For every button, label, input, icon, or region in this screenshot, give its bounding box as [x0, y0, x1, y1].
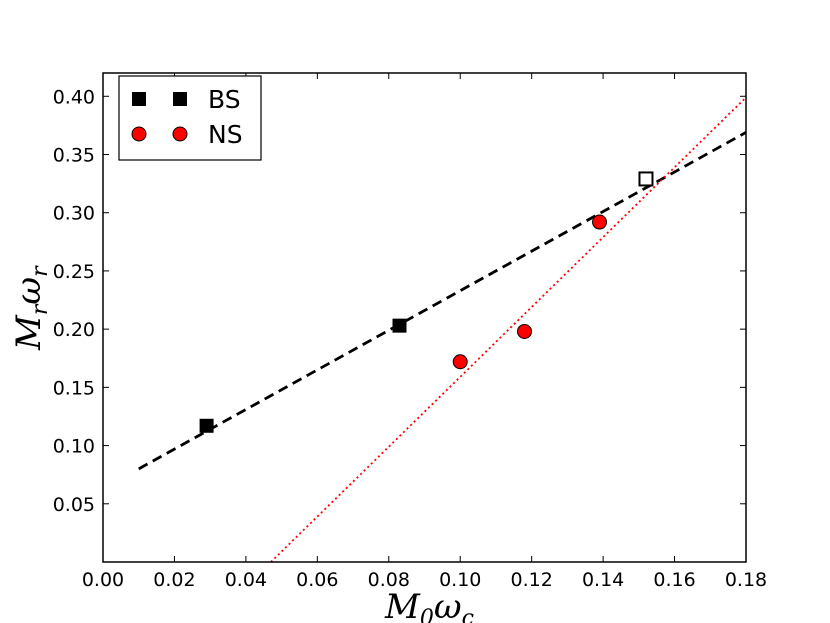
x-tick-label: 0.18: [725, 569, 767, 591]
x-axis-title: M0ωc: [384, 587, 474, 623]
marker-bs-2: [392, 318, 407, 333]
y-tick-label: 0.30: [53, 203, 95, 225]
x-tick-label: 0.16: [653, 569, 695, 591]
x-tick-label: 0.00: [82, 569, 124, 591]
x-tick-label: 0.02: [153, 569, 195, 591]
fit-line-bs: [138, 131, 747, 471]
y-tick-label: 0.15: [53, 377, 95, 399]
y-tick-label: 0.05: [53, 494, 95, 516]
y-tick-label: 0.35: [53, 145, 95, 167]
x-tick-label: 0.08: [368, 569, 410, 591]
marker-bs-1: [199, 418, 214, 433]
y-tick-label: 0.25: [53, 261, 95, 283]
x-tick-label: 0.12: [511, 569, 553, 591]
legend-marker-bs-1: [132, 92, 146, 106]
x-ticks: 0.00 0.02 0.04 0.06 0.08 0.10 0.12 0.14 0.16 0.18: [82, 73, 767, 591]
x-tick-label: 0.14: [582, 569, 624, 591]
legend-marker-ns-1: [131, 126, 147, 142]
y-tick-label: 0.20: [53, 319, 95, 341]
y-ticks: 0.05 0.10 0.15 0.20 0.25 0.30 0.35 0.40: [53, 86, 746, 516]
legend-label-ns: NS: [208, 120, 243, 149]
y-tick-label: 0.40: [53, 86, 95, 108]
y-tick-label: 0.10: [53, 436, 95, 458]
x-tick-label: 0.06: [296, 569, 338, 591]
marker-ns-2: [517, 323, 533, 339]
plot-frame: [102, 72, 747, 563]
fit-line-ns: [270, 96, 747, 563]
marker-open-square-1: [638, 171, 654, 187]
fit-lines: [138, 96, 747, 563]
legend: BS NS: [118, 75, 262, 161]
marker-ns-1: [452, 354, 468, 370]
legend-label-bs: BS: [208, 85, 241, 114]
legend-marker-ns-2: [172, 126, 188, 142]
y-axis-title: Mrωr: [9, 265, 53, 351]
x-tick-label: 0.10: [439, 569, 481, 591]
data-markers: [199, 171, 654, 433]
legend-box: [118, 75, 262, 161]
marker-ns-3: [592, 214, 608, 230]
x-tick-label: 0.04: [225, 569, 267, 591]
legend-marker-bs-2: [173, 92, 187, 106]
